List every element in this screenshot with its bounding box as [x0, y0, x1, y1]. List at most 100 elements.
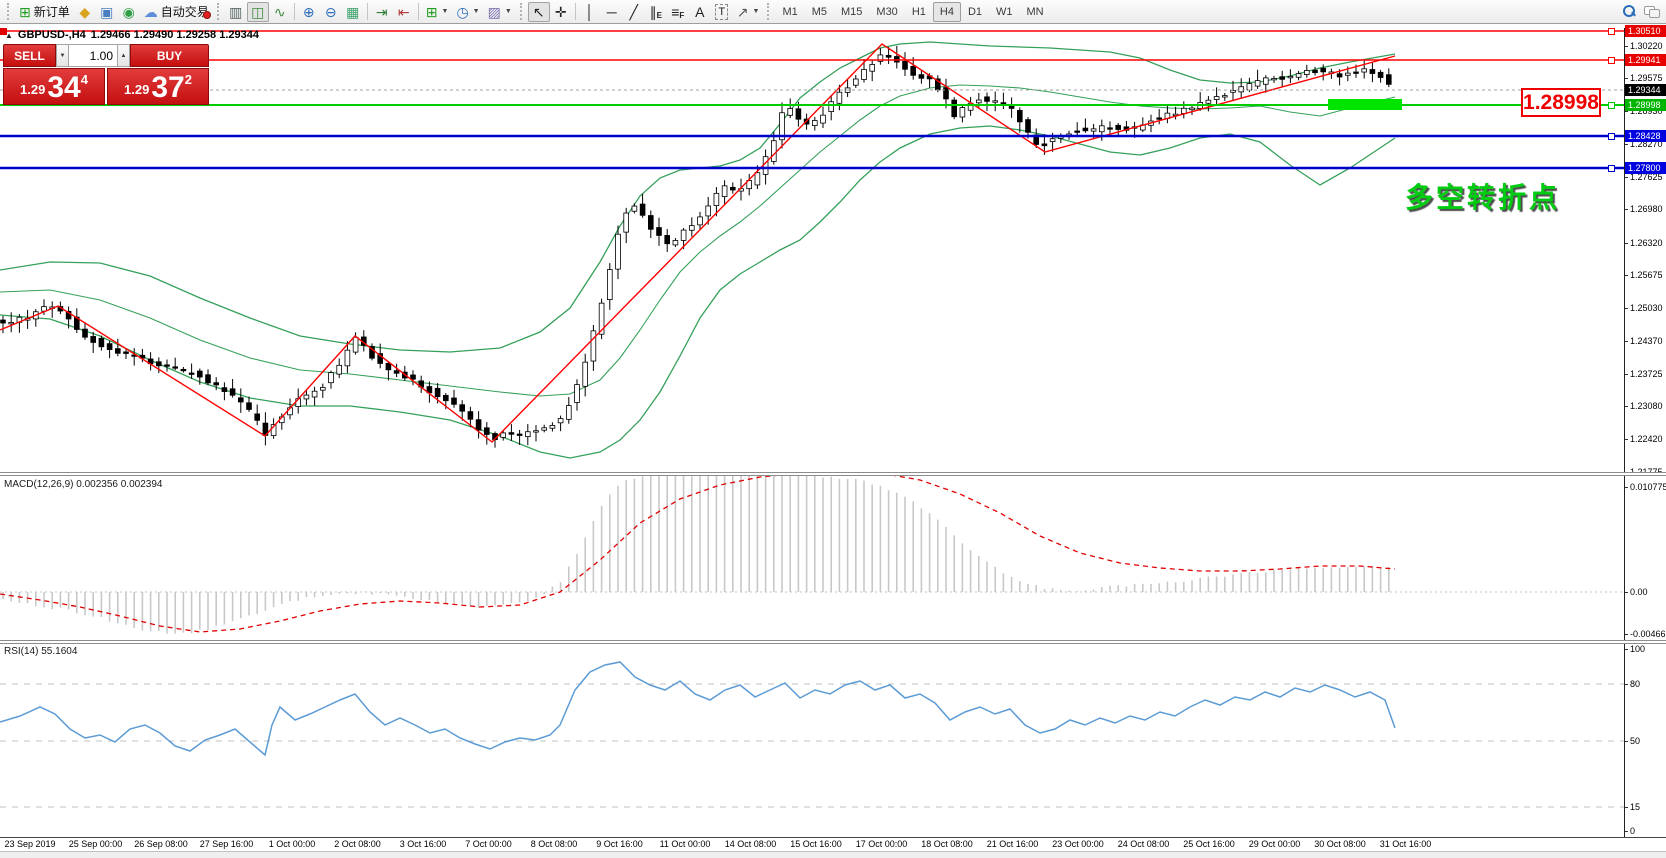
- candle-body: [254, 413, 261, 421]
- zoom-in-button[interactable]: ⊕: [298, 2, 320, 22]
- one-click-collapse-icon[interactable]: ▲: [5, 30, 13, 40]
- price-chart-pane[interactable]: [0, 28, 1624, 472]
- candle-body: [106, 343, 113, 351]
- rsi-pane[interactable]: [0, 644, 1624, 837]
- buy-price-panel[interactable]: 1.29 37 2: [107, 68, 209, 105]
- auto-scroll-button[interactable]: ⇥: [371, 2, 393, 22]
- chevron-down-icon[interactable]: ▼: [472, 8, 480, 15]
- time-axis-label: 23 Sep 2019: [4, 839, 56, 849]
- zoom-in-icon: ⊕: [302, 3, 315, 20]
- chevron-down-icon[interactable]: ▼: [504, 8, 512, 15]
- macd-tick-mark: [1624, 487, 1628, 488]
- level-line-handle[interactable]: [1608, 57, 1615, 64]
- pane-splitter-rsi[interactable]: [0, 640, 1666, 644]
- level-line-handle[interactable]: [1608, 102, 1615, 109]
- equidistant-channel-button[interactable]: ∥ E: [645, 2, 667, 22]
- text-icon: A: [695, 3, 705, 20]
- candle-body: [672, 240, 679, 246]
- label-button[interactable]: T: [711, 2, 733, 22]
- timeframe-button-H4[interactable]: H4: [932, 1, 961, 22]
- volume-increase-button[interactable]: ▲: [117, 44, 130, 67]
- price-level-badge: 1.28428: [1625, 130, 1666, 142]
- price-tick-label: 1.26980: [1630, 204, 1663, 215]
- tile-windows-button[interactable]: ▦: [342, 2, 364, 22]
- level-line-handle[interactable]: [1608, 28, 1615, 35]
- text-button[interactable]: A: [689, 2, 711, 22]
- timeframe-button-M15[interactable]: M15: [841, 5, 863, 18]
- zoom-out-button[interactable]: ⊖: [320, 2, 342, 22]
- trendline-icon: ╱: [629, 3, 638, 20]
- price-tick-mark: [1624, 45, 1628, 47]
- new-order-button[interactable]: ⊞ 新订单: [15, 2, 74, 22]
- candle-body: [746, 180, 752, 190]
- rsi-indicator-label: RSI(14) 55.1604: [4, 646, 78, 657]
- time-axis-label: 29 Oct 00:00: [1248, 839, 1301, 849]
- time-axis-label: 25 Sep 00:00: [68, 839, 123, 849]
- chart-bars-button[interactable]: ▥: [225, 2, 247, 22]
- chart-ohlc-values: 1.29466 1.29490 1.29258 1.29344: [90, 29, 259, 41]
- price-level-flag[interactable]: 1.28998: [1521, 88, 1601, 117]
- search-button[interactable]: [1618, 2, 1640, 22]
- chat-button[interactable]: [1640, 2, 1663, 22]
- vertical-line-button[interactable]: │: [579, 2, 601, 22]
- search-icon: [1622, 5, 1636, 18]
- candle-body: [1271, 78, 1277, 81]
- volume-input[interactable]: [69, 44, 117, 67]
- candle-body: [483, 427, 490, 435]
- timeframe-button-M1[interactable]: M1: [782, 5, 798, 18]
- price-level-badge: 1.30510: [1625, 25, 1666, 37]
- timeframe-button-MN[interactable]: MN: [1026, 5, 1044, 18]
- time-axis-label: 31 Oct 16:00: [1379, 839, 1432, 849]
- candle-body: [246, 402, 252, 410]
- candle-body: [992, 100, 998, 103]
- client-terminal-icon: ▣: [100, 3, 114, 20]
- candle-body: [1099, 125, 1105, 133]
- volume-decrease-button[interactable]: ▼: [56, 44, 69, 67]
- templates-button[interactable]: ▨ ▼: [484, 2, 516, 22]
- arrows-button[interactable]: ↗ ▼: [733, 2, 764, 22]
- price-tick-label: 1.23080: [1630, 401, 1663, 412]
- candle-body: [303, 394, 310, 400]
- periods-button[interactable]: ◷ ▼: [452, 2, 483, 22]
- bollinger-upper-band: [0, 41, 1396, 353]
- price-tick-mark: [1624, 439, 1628, 441]
- auto-trading-button[interactable]: ☁ 自动交易: [140, 2, 213, 22]
- pane-splitter-macd[interactable]: [0, 472, 1666, 476]
- signals-button[interactable]: ◉: [118, 2, 140, 22]
- chart-line-button[interactable]: ∿: [269, 2, 291, 22]
- gold-deposit-button[interactable]: ◆: [74, 2, 96, 22]
- price-tick-label: 1.28270: [1630, 139, 1663, 149]
- candle-body: [1074, 130, 1081, 133]
- price-tick-label: 1.22420: [1630, 434, 1663, 445]
- candle-body: [1205, 99, 1212, 104]
- level-line-handle[interactable]: [1608, 165, 1615, 172]
- client-terminal-button[interactable]: ▣: [96, 2, 118, 22]
- buy-button[interactable]: BUY: [130, 44, 209, 67]
- timeframe-button-M5[interactable]: M5: [811, 5, 827, 18]
- candle-body: [434, 387, 441, 398]
- candle-body: [877, 54, 884, 62]
- timeframe-button-M30[interactable]: M30: [876, 5, 898, 18]
- new-order-button-label: 新订单: [33, 5, 70, 19]
- fibonacci-button[interactable]: ≡ F: [667, 2, 689, 22]
- trendline-button[interactable]: ╱: [623, 2, 645, 22]
- sell-button[interactable]: SELL: [3, 44, 56, 67]
- candle-body: [1000, 102, 1007, 105]
- crosshair-button[interactable]: ✛: [550, 2, 572, 22]
- chart-shift-button[interactable]: ⇤: [393, 2, 415, 22]
- indicators-button[interactable]: ⊞ ▼: [422, 2, 453, 22]
- chevron-down-icon[interactable]: ▼: [752, 8, 760, 15]
- timeframe-button-W1[interactable]: W1: [996, 5, 1013, 18]
- timeframe-button-D1[interactable]: D1: [967, 5, 982, 18]
- macd-pane[interactable]: [0, 476, 1624, 640]
- chevron-down-icon[interactable]: ▼: [441, 8, 449, 15]
- rsi-tick-mark: [1624, 807, 1628, 808]
- level-line-handle[interactable]: [1608, 133, 1615, 140]
- chart-candles-button[interactable]: ◫: [246, 1, 269, 22]
- cursor-button[interactable]: ↖: [527, 1, 550, 22]
- timeframe-button-H1[interactable]: H1: [911, 5, 926, 18]
- horizontal-line-button[interactable]: ─: [601, 2, 623, 22]
- trendline-selection-marker[interactable]: [0, 28, 7, 35]
- sell-price-panel[interactable]: 1.29 34 4: [3, 68, 105, 105]
